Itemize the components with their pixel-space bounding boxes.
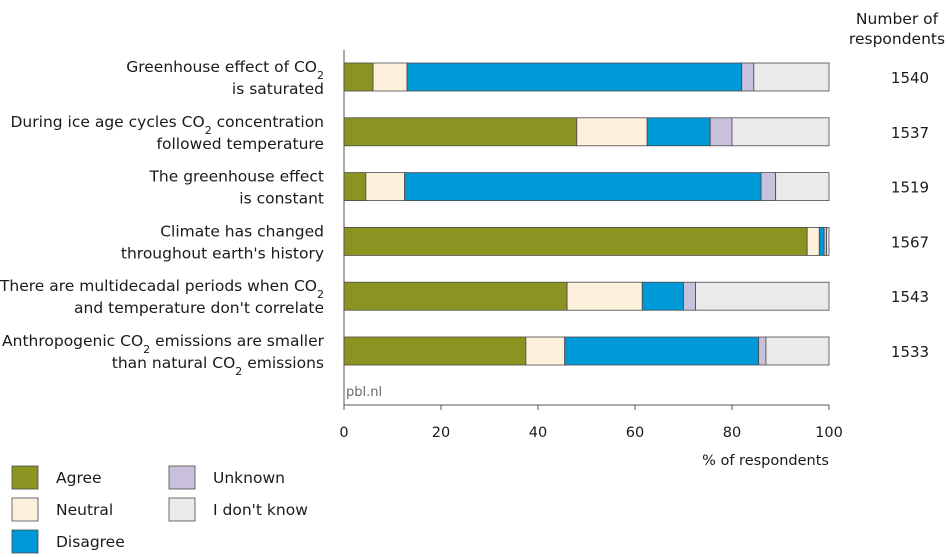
bar-segment-5-agree	[343, 281, 568, 311]
bar-segment-2-neutral	[576, 117, 648, 147]
bar-segment-4-i-don-t-know	[826, 226, 830, 256]
x-tick-label-80: 80	[723, 425, 741, 441]
bar-segment-1-i-don-t-know	[753, 62, 830, 92]
bar-segment-1-agree	[343, 62, 374, 92]
legend-swatch-unknown	[168, 465, 196, 490]
respondent-count-4: 1567	[891, 233, 929, 251]
x-tick-label-60: 60	[626, 425, 644, 441]
legend-label-unknown: Unknown	[213, 469, 285, 487]
legend-swatch-neutral	[11, 497, 39, 522]
legend-swatch-i-don-t-know	[168, 497, 196, 522]
bar-segment-5-unknown	[683, 281, 697, 311]
category-label-4: Climate has changed throughout earth's hi…	[121, 222, 324, 262]
bar-segment-1-unknown	[741, 62, 755, 92]
bar-segment-2-agree	[343, 117, 578, 147]
bar-segment-5-i-don-t-know	[695, 281, 830, 311]
respondent-count-6: 1533	[891, 343, 929, 361]
legend-label-disagree: Disagree	[56, 533, 125, 551]
bar-segment-5-neutral	[566, 281, 643, 311]
legend-label-i-don-t-know: I don't know	[213, 501, 308, 519]
bar-segment-6-unknown	[758, 336, 767, 366]
category-label-6: Anthropogenic CO2 emissions are smaller t…	[2, 332, 325, 378]
bar-segment-6-disagree	[564, 336, 760, 366]
category-label-1: Greenhouse effect of CO2 is saturated	[126, 58, 324, 98]
category-label-2: During ice age cycles CO2 concentration f…	[11, 113, 325, 153]
legend-label-neutral: Neutral	[56, 501, 113, 519]
x-tick-label-100: 100	[815, 425, 843, 441]
respondent-count-3: 1519	[891, 179, 929, 197]
bar-segment-3-neutral	[365, 172, 406, 202]
bar-segment-6-neutral	[525, 336, 566, 366]
bar-segment-6-i-don-t-know	[765, 336, 830, 366]
legend-swatch-disagree	[11, 529, 39, 554]
x-tick-label-0: 0	[339, 425, 348, 441]
respondents-header: Number of respondents	[849, 10, 945, 48]
bar-segment-2-i-don-t-know	[731, 117, 830, 147]
bar-segment-2-disagree	[646, 117, 711, 147]
legend-label-agree: Agree	[56, 469, 102, 487]
category-label-5: There are multidecadal periods when CO2 a…	[0, 277, 324, 317]
legend-swatch-agree	[11, 465, 39, 490]
respondent-count-1: 1540	[891, 69, 929, 87]
bar-segment-3-i-don-t-know	[775, 172, 830, 202]
x-tick-label-40: 40	[529, 425, 547, 441]
bar-segment-6-agree	[343, 336, 527, 366]
bar-segment-5-disagree	[641, 281, 684, 311]
x-tick-label-20: 20	[432, 425, 450, 441]
bar-segment-1-neutral	[372, 62, 408, 92]
category-label-3: The greenhouse effect is constant	[148, 168, 324, 208]
bar-segment-4-agree	[343, 226, 808, 256]
source-label: pbl.nl	[346, 385, 382, 400]
bar-segment-4-disagree	[818, 226, 825, 256]
x-axis-label: % of respondents	[702, 453, 829, 469]
bar-segment-3-agree	[343, 172, 367, 202]
bar-segment-2-unknown	[709, 117, 733, 147]
bar-segment-4-neutral	[806, 226, 820, 256]
bar-segment-3-unknown	[760, 172, 777, 202]
bar-segment-1-disagree	[406, 62, 743, 92]
respondent-count-5: 1543	[891, 288, 929, 306]
respondent-count-2: 1537	[891, 124, 929, 142]
bar-segment-3-disagree	[404, 172, 762, 202]
